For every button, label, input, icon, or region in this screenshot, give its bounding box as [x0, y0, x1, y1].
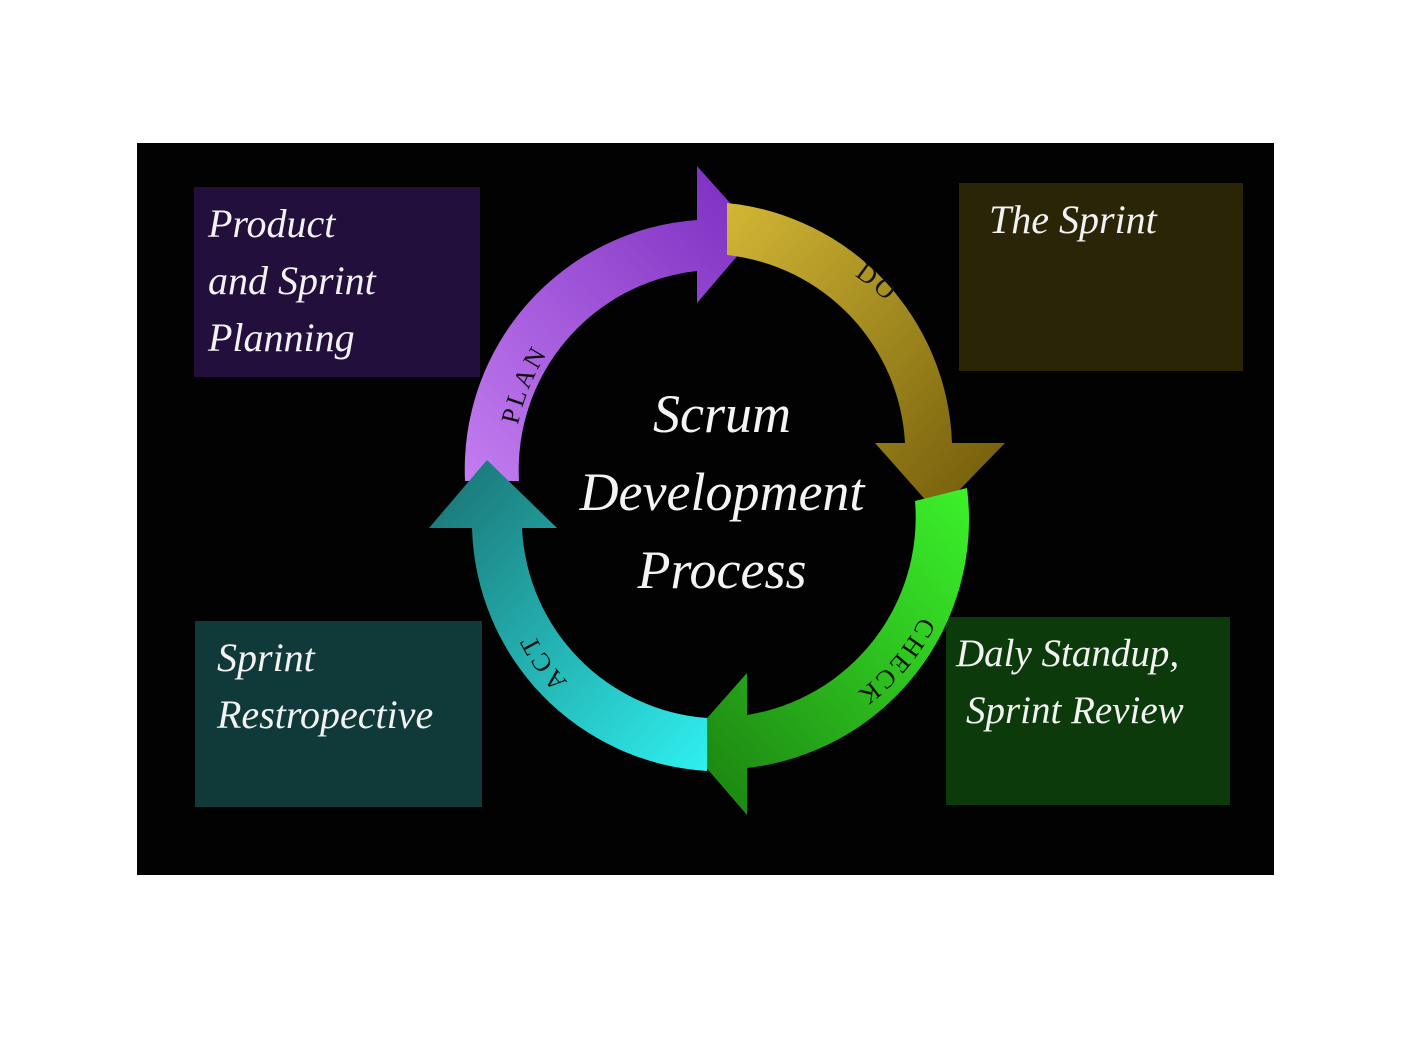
plan-arrow — [464, 166, 757, 481]
the-sprint-box: The Sprint — [959, 183, 1243, 371]
center-title: Scrum Development Process — [517, 375, 927, 609]
check-arrow — [685, 488, 970, 815]
act-box-line: Sprint — [217, 635, 315, 680]
cycle-arrows: PLAN DO CHECK ACT — [429, 166, 1005, 815]
check-box-line: Daly Standup, — [956, 632, 1180, 675]
center-title-line: Scrum — [653, 384, 791, 444]
daily-standup-sprint-review-box: Daly Standup, Sprint Review — [946, 617, 1230, 805]
do-arrow — [727, 203, 1005, 513]
sprint-retrospective-box: Sprint Restropective — [195, 621, 482, 807]
plan-box-line: Planning — [208, 315, 355, 360]
plan-box-line: Product — [208, 201, 336, 246]
diagram-panel: Product and Sprint Planning The Sprint S… — [137, 143, 1274, 875]
product-and-sprint-planning-box: Product and Sprint Planning — [194, 187, 480, 377]
do-box-line: The Sprint — [989, 197, 1157, 242]
act-arrow — [429, 460, 707, 771]
plan-box-line: and Sprint — [208, 258, 376, 303]
act-box-line: Restropective — [217, 692, 434, 737]
check-box-line: Sprint Review — [966, 689, 1184, 732]
center-title-line: Development — [579, 462, 865, 522]
center-title-line: Process — [637, 540, 807, 600]
